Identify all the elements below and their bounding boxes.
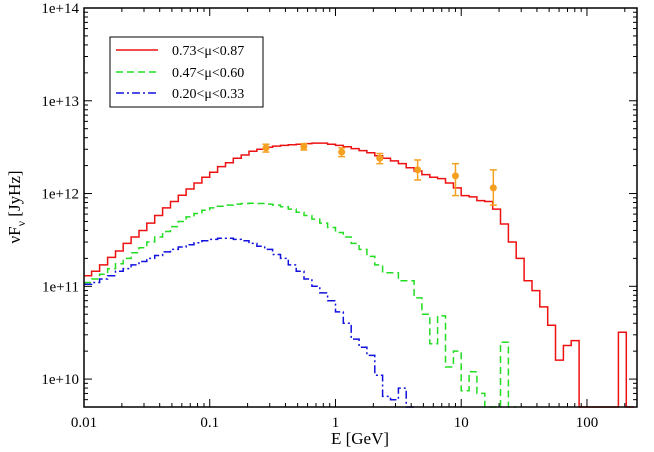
legend-box	[109, 36, 264, 108]
series-line-0	[84, 142, 635, 408]
x-tick-label-1: 0.1	[200, 415, 219, 431]
y-tick-label-1: 1e+11	[42, 279, 79, 295]
data-point-3	[376, 154, 384, 162]
data-point-1	[300, 143, 308, 151]
x-tick-label-0: 0.01	[71, 415, 97, 431]
legend-label-0: 0.73<μ<0.87	[172, 44, 244, 59]
y-axis-title-unit: [JyHz]	[5, 170, 24, 221]
series-line-2	[84, 237, 415, 408]
y-tick-label-2: 1e+12	[41, 187, 79, 203]
data-point-2	[338, 148, 346, 156]
y-tick-label-3: 1e+13	[41, 94, 79, 110]
axis-tick-labels: 0.01 0.1 1 10 100 1e+10 1e+11 1e+12 1e+13 1e+14	[41, 1, 598, 431]
legend: 0.73<μ<0.87 0.47<μ<0.60 0.20<μ<0.33	[109, 36, 264, 108]
x-tick-label-2: 1	[332, 415, 340, 431]
series-line-1	[84, 202, 517, 408]
axis-ticks	[83, 7, 637, 407]
x-tick-label-3: 10	[454, 415, 469, 431]
data-point-6	[489, 184, 497, 192]
plot-series	[84, 142, 635, 408]
data-points	[262, 142, 497, 206]
x-tick-label-4: 100	[576, 415, 599, 431]
legend-label-2: 0.20<μ<0.33	[172, 87, 244, 102]
x-axis-title: E [GeV]	[331, 429, 389, 448]
y-axis-title-main: νF	[5, 226, 24, 243]
y-axis-title: νFν [JyHz]	[5, 170, 28, 243]
y-tick-label-4: 1e+14	[41, 1, 79, 17]
data-point-4	[414, 166, 422, 174]
y-axis-title-sub: ν	[14, 220, 28, 226]
data-point-0	[262, 144, 270, 152]
data-point-5	[451, 172, 459, 180]
legend-label-1: 0.47<μ<0.60	[172, 66, 244, 81]
y-tick-label-0: 1e+10	[41, 372, 79, 388]
